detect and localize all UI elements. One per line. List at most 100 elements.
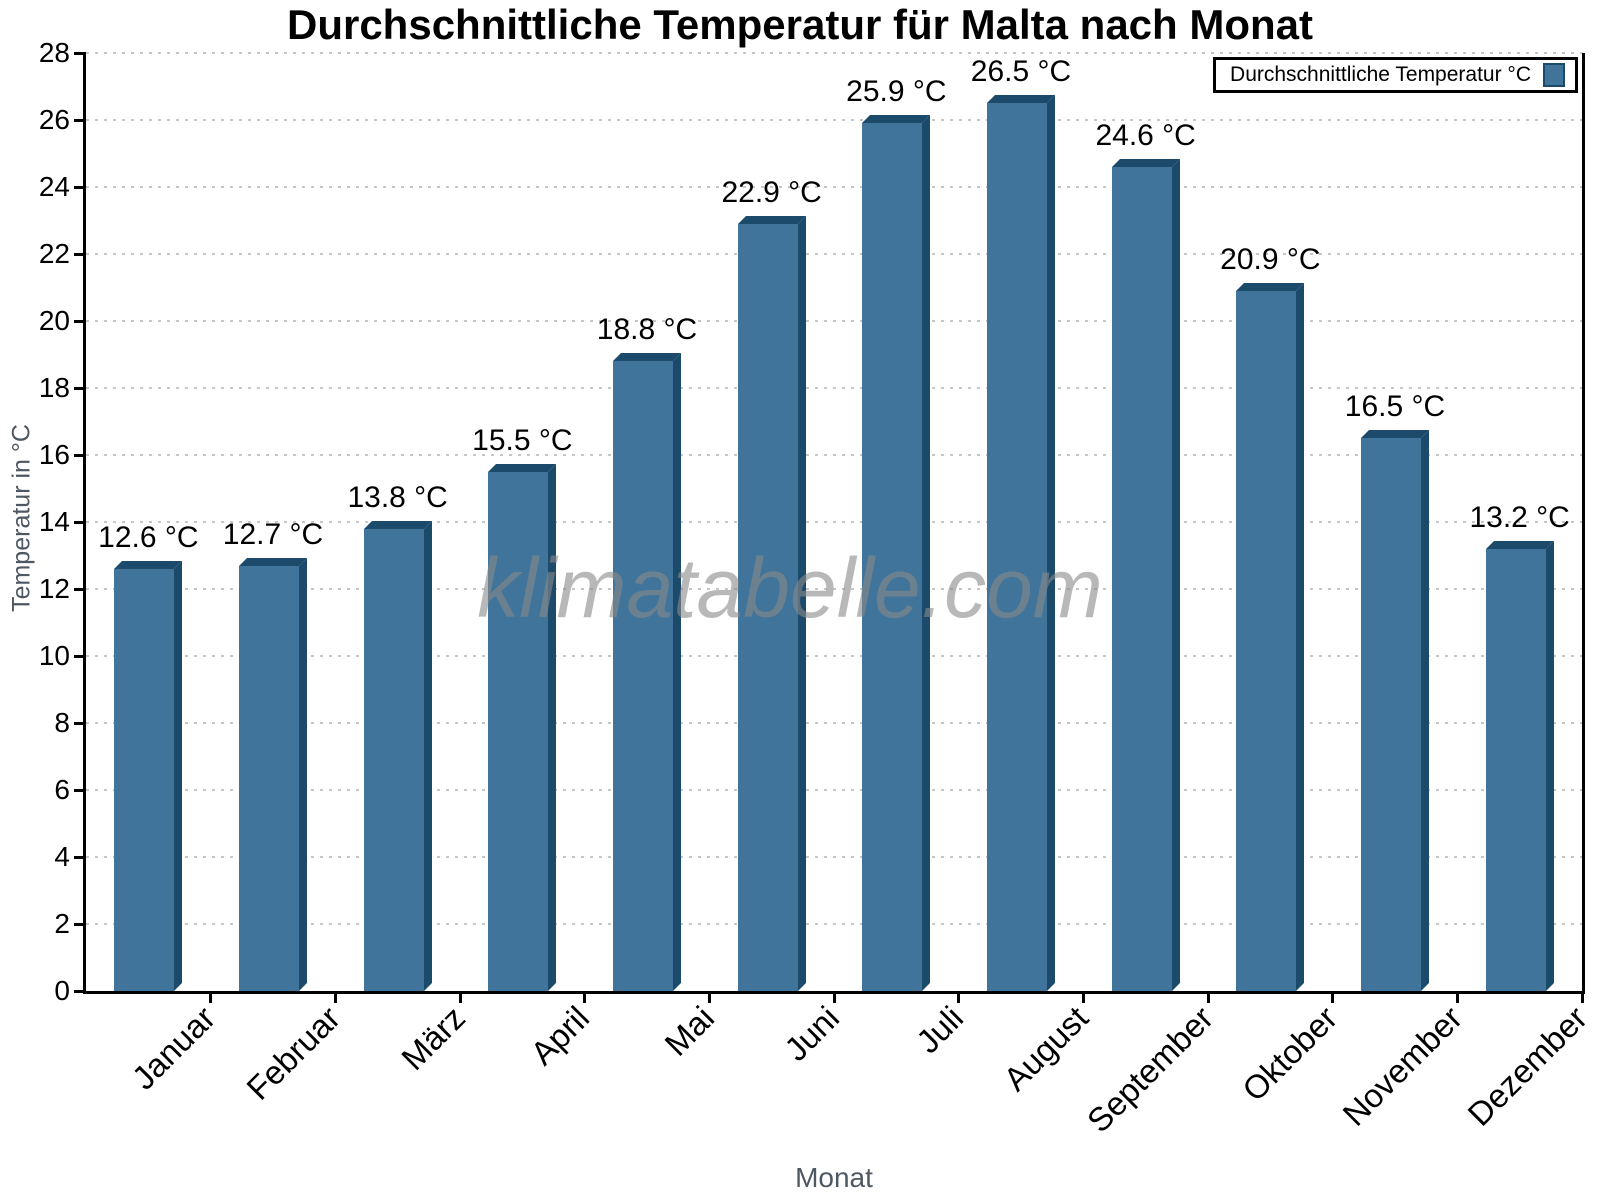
- bar-märz: [363, 521, 432, 991]
- x-axis-tick: [1331, 991, 1335, 1003]
- y-axis-tick: [74, 989, 86, 993]
- x-axis-tick: [1081, 991, 1085, 1003]
- y-tick-label: 10: [38, 640, 70, 671]
- bar-august: [987, 95, 1055, 991]
- y-tick-label: 6: [54, 774, 70, 805]
- bar-value-label: 18.8 °C: [596, 313, 698, 346]
- bar-front-face: [488, 472, 549, 991]
- bar-top-face: [363, 521, 432, 529]
- bar-shape: [862, 115, 931, 991]
- bar-november: [1361, 430, 1429, 991]
- bar-value-label: 25.9 °C: [846, 75, 947, 108]
- x-axis-tick: [832, 991, 836, 1003]
- y-tick-label: 8: [54, 707, 70, 739]
- bar-side-face: [299, 558, 307, 991]
- gridline: [86, 722, 1582, 725]
- legend-label: Durchschnittliche Temperatur °C: [1230, 63, 1531, 86]
- bar-value-label: 12.7 °C: [222, 518, 324, 551]
- bar-januar: [114, 561, 183, 991]
- y-axis-title: Temperatur in °C: [7, 424, 36, 612]
- gridline: [86, 856, 1582, 859]
- gridline: [86, 789, 1582, 791]
- bar-top-face: [1236, 283, 1305, 291]
- legend-swatch-icon: [1543, 63, 1565, 87]
- bar-value-label: 13.2 °C: [1469, 501, 1570, 534]
- bar-shape: [1485, 541, 1554, 991]
- y-tick-label: 20: [38, 305, 70, 336]
- bar-value-label: 20.9 °C: [1220, 243, 1321, 276]
- bar-top-face: [737, 216, 806, 224]
- bar-mai: [613, 353, 681, 991]
- bar-front-face: [1236, 291, 1297, 991]
- y-tick-label: 0: [54, 975, 70, 1006]
- y-axis-tick: [74, 788, 86, 792]
- bar-side-face: [548, 464, 557, 991]
- bar-top-face: [488, 464, 557, 472]
- x-axis-tick: [458, 991, 462, 1003]
- bar-top-face: [1111, 159, 1180, 167]
- gridline: [86, 320, 1582, 322]
- bar-value-label: 13.8 °C: [347, 481, 448, 514]
- y-tick-label: 24: [38, 171, 70, 202]
- bar-shape: [114, 561, 183, 991]
- legend-box: Durchschnittliche Temperatur °C: [1213, 57, 1578, 93]
- bar-front-face: [1111, 167, 1172, 991]
- bar-value-label: 24.6 °C: [1095, 119, 1196, 152]
- x-axis-tick: [583, 991, 587, 1003]
- bar-side-face: [922, 115, 931, 991]
- y-axis-tick: [74, 51, 86, 55]
- bar-top-face: [613, 353, 681, 361]
- y-axis-tick: [74, 453, 86, 457]
- x-axis-tick: [1580, 991, 1584, 1003]
- bar-februar: [239, 558, 307, 991]
- bar-side-face: [1296, 283, 1305, 991]
- bar-value-label: 12.6 °C: [98, 521, 199, 554]
- y-tick-label: 22: [38, 238, 70, 269]
- bar-front-face: [1361, 438, 1421, 991]
- bar-top-face: [1485, 541, 1554, 549]
- bar-side-face: [1047, 95, 1055, 991]
- bar-oktober: [1236, 283, 1305, 991]
- bar-side-face: [797, 216, 806, 991]
- bar-dezember: [1485, 541, 1554, 991]
- gridline: [86, 387, 1582, 389]
- bar-front-face: [987, 103, 1047, 991]
- x-axis-tick: [209, 991, 213, 1003]
- y-tick-label: 26: [38, 104, 70, 135]
- bar-top-face: [239, 558, 307, 566]
- y-axis-tick: [74, 520, 86, 524]
- bar-front-face: [862, 123, 923, 991]
- bar-top-face: [1361, 430, 1429, 438]
- bar-value-label: 26.5 °C: [970, 55, 1072, 88]
- x-axis-tick: [1206, 991, 1210, 1003]
- x-axis-title: Monat: [795, 1162, 873, 1193]
- y-axis-tick: [74, 118, 86, 122]
- y-tick-label: 2: [54, 908, 70, 940]
- y-axis-tick: [74, 721, 86, 725]
- gridline: [86, 521, 1582, 523]
- bar-front-face: [1485, 549, 1546, 991]
- gridline: [86, 923, 1582, 926]
- y-tick-label: 18: [38, 372, 70, 403]
- bar-top-face: [114, 561, 183, 569]
- gridline: [86, 655, 1582, 657]
- bar-value-label: 15.5 °C: [472, 424, 573, 457]
- bar-front-face: [737, 224, 798, 991]
- x-axis-tick: [1455, 991, 1459, 1003]
- bar-shape: [737, 216, 806, 991]
- y-axis-tick: [74, 587, 86, 591]
- bar-side-face: [673, 353, 681, 991]
- y-axis-tick: [74, 386, 86, 390]
- y-axis-tick: [74, 654, 86, 658]
- bar-juni: [737, 216, 806, 991]
- bar-juli: [862, 115, 931, 991]
- bar-front-face: [363, 529, 424, 991]
- bar-value-label: 16.5 °C: [1344, 390, 1446, 423]
- bar-shape: [987, 95, 1055, 991]
- bar-september: [1111, 159, 1180, 991]
- bar-side-face: [1421, 430, 1429, 991]
- bar-shape: [239, 558, 307, 991]
- gridline: [86, 588, 1582, 590]
- x-axis-tick: [957, 991, 961, 1003]
